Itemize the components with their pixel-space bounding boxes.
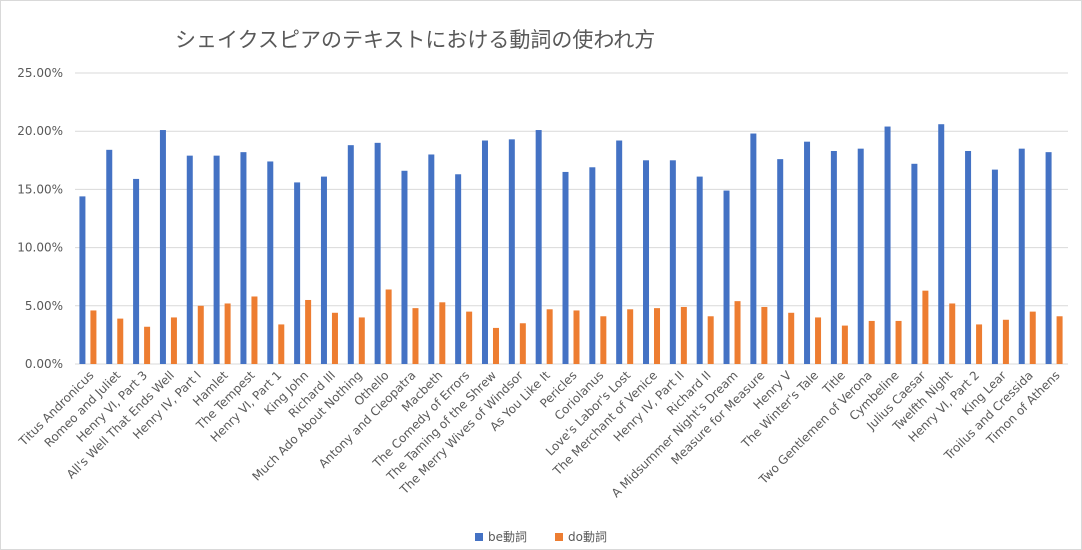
bar: [347, 145, 354, 364]
bar: [385, 289, 392, 364]
bar: [734, 301, 741, 364]
bar: [696, 176, 703, 364]
bar: [669, 160, 676, 364]
bar: [186, 155, 193, 364]
legend-swatch: [555, 532, 564, 541]
bar: [224, 303, 231, 364]
chart-legend: be動詞 do動詞: [0, 528, 1082, 545]
bar: [428, 154, 435, 364]
bar: [144, 326, 151, 364]
bar: [815, 317, 822, 364]
bar: [562, 171, 569, 364]
bar: [197, 305, 204, 364]
bar: [213, 155, 220, 364]
bar: [643, 160, 650, 364]
bar: [412, 308, 419, 364]
bar: [573, 310, 580, 364]
bar: [251, 296, 258, 364]
bar: [589, 167, 596, 364]
legend-label: do動詞: [568, 530, 607, 544]
bar: [401, 170, 408, 364]
bar: [895, 320, 902, 364]
bar: [546, 309, 553, 364]
bar: [294, 182, 301, 364]
bar: [1029, 311, 1036, 364]
bar: [707, 316, 714, 364]
bar: [466, 311, 473, 364]
bar: [267, 161, 274, 364]
bar: [777, 159, 784, 364]
y-tick-label: 25.00%: [17, 66, 63, 80]
bar: [117, 318, 124, 364]
bar: [868, 320, 875, 364]
bar: [949, 303, 956, 364]
bar: [481, 140, 488, 364]
bar: [159, 130, 166, 364]
y-tick-label: 5.00%: [25, 299, 63, 313]
bar: [976, 324, 983, 364]
bar: [374, 142, 381, 364]
bar: [965, 150, 972, 364]
bar: [830, 150, 837, 364]
bar: [884, 126, 891, 364]
bar: [627, 309, 634, 364]
bar: [133, 178, 140, 364]
bar: [439, 302, 446, 364]
bar: [911, 163, 918, 364]
y-tick-label: 0.00%: [25, 357, 63, 371]
legend-item: be動詞: [475, 528, 527, 545]
bar: [1045, 152, 1052, 364]
bar: [804, 141, 811, 364]
bar: [508, 139, 515, 364]
bar: [519, 323, 526, 364]
bar: [680, 306, 687, 364]
bar: [841, 325, 848, 364]
bar: [535, 130, 542, 364]
bar: [723, 190, 730, 364]
bar: [600, 316, 607, 364]
bar: [991, 169, 998, 364]
bar: [331, 312, 338, 364]
bar: [788, 312, 795, 364]
y-tick-label: 20.00%: [17, 124, 63, 138]
bar: [492, 327, 499, 364]
bar: [938, 124, 945, 364]
bar: [1018, 148, 1025, 364]
bar: [1002, 319, 1009, 364]
bar: [170, 317, 177, 364]
bar: [654, 308, 661, 364]
legend-swatch: [475, 532, 483, 541]
bar: [106, 149, 113, 364]
bar: [320, 176, 327, 364]
bar: [278, 324, 285, 364]
bar: [305, 299, 312, 364]
legend-item: do動詞: [555, 528, 607, 545]
bar: [240, 152, 247, 364]
legend-label: be動詞: [488, 530, 528, 544]
bar: [761, 306, 768, 364]
bar: [90, 310, 97, 364]
y-tick-label: 10.00%: [17, 241, 63, 255]
chart-title: シェイクスピアのテキストにおける動詞の使われ方: [175, 28, 656, 52]
bar: [79, 196, 86, 364]
bar: [857, 148, 864, 364]
bar: [455, 174, 462, 364]
bar: [1056, 316, 1063, 364]
bar: [358, 317, 365, 364]
bar: [616, 140, 623, 364]
bar: [750, 133, 757, 364]
y-tick-label: 15.00%: [17, 182, 63, 196]
bar: [922, 290, 929, 364]
